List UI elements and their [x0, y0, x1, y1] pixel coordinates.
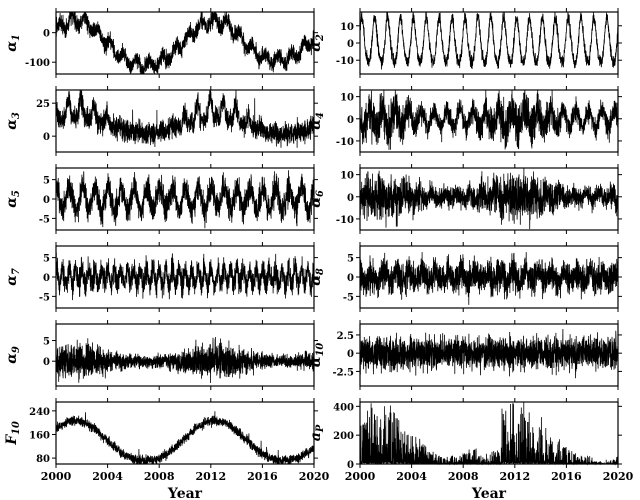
- ytick-label: 10: [340, 171, 354, 182]
- xtick-label: 2012: [499, 470, 530, 483]
- series-alpha8: [360, 252, 618, 305]
- ytick-label: 10: [340, 22, 354, 33]
- ytick-label: -2.5: [332, 367, 354, 378]
- ytick-label: 5: [347, 254, 354, 265]
- series-alpha4: [360, 90, 618, 150]
- ytick-label: 0: [347, 115, 354, 126]
- ytick-label: 25: [36, 99, 50, 110]
- ytick-label: 5: [43, 254, 50, 265]
- series-alpha1: [56, 12, 314, 74]
- series-alpha6: [360, 168, 618, 229]
- ytick-label: 0: [43, 273, 50, 284]
- ytick-label: -5: [39, 214, 50, 225]
- ytick-label: 240: [29, 407, 50, 418]
- xtick-label: 2020: [603, 470, 634, 483]
- ytick-label: 0: [43, 195, 50, 206]
- xlabel: Year: [471, 486, 507, 500]
- series-alpha9: [56, 337, 314, 383]
- series-alpha3: [56, 90, 314, 148]
- xtick-label: 2012: [195, 470, 226, 483]
- ylabel-f10: F10: [4, 421, 22, 446]
- series-alpha10: [360, 329, 618, 378]
- ylabel-alpha7: α7: [4, 268, 22, 286]
- ytick-label: 200: [333, 431, 354, 442]
- ytick-label: 400: [333, 402, 354, 413]
- ylabel-alpha10: α10: [308, 343, 326, 368]
- ylabel-alpha2: α2: [308, 34, 326, 52]
- ylabel-alpha1: α1: [4, 34, 22, 52]
- panel-frame: [56, 402, 314, 464]
- ylabel-ap: aP: [308, 424, 326, 441]
- ylabel-alpha4: α4: [308, 112, 326, 130]
- ylabel-alpha8: α8: [308, 268, 326, 286]
- ytick-label: -5: [39, 292, 50, 303]
- ytick-label: 2.5: [337, 331, 354, 342]
- xtick-label: 2004: [396, 470, 427, 483]
- ytick-label: -10: [336, 137, 354, 148]
- xtick-label: 2000: [345, 470, 376, 483]
- ytick-label: -5: [343, 292, 354, 303]
- ytick-label: 80: [36, 454, 50, 465]
- xtick-label: 2016: [247, 470, 278, 483]
- xlabel: Year: [167, 486, 203, 500]
- ytick-label: -100: [25, 58, 50, 69]
- xtick-label: 2000: [41, 470, 72, 483]
- ytick-label: 0: [43, 357, 50, 368]
- ytick-label: 160: [29, 430, 50, 441]
- ytick-label: 5: [43, 337, 50, 348]
- ytick-label: -10: [336, 215, 354, 226]
- ytick-label: 0: [347, 349, 354, 360]
- xtick-label: 2020: [299, 470, 330, 483]
- series-alpha5: [56, 170, 314, 228]
- panel-frame: [360, 12, 618, 74]
- ytick-label: 0: [347, 39, 354, 50]
- ytick-label: -10: [336, 56, 354, 67]
- series-ap: [360, 402, 618, 464]
- ylabel-alpha9: α9: [4, 346, 22, 364]
- ylabel-alpha5: α5: [4, 190, 22, 208]
- series-f10: [56, 411, 314, 464]
- xtick-label: 2004: [92, 470, 123, 483]
- xtick-label: 2008: [144, 470, 175, 483]
- ytick-label: 0: [43, 29, 50, 40]
- series-alpha7: [56, 253, 314, 300]
- ytick-label: 0: [347, 193, 354, 204]
- xtick-label: 2008: [448, 470, 479, 483]
- timeseries-grid: -1000α1-10010α2025α3-10010α4-505α5-10010…: [0, 0, 640, 500]
- series-alpha2: [360, 12, 618, 70]
- xtick-label: 2016: [551, 470, 582, 483]
- ytick-label: 5: [43, 176, 50, 187]
- ytick-label: 0: [347, 273, 354, 284]
- ytick-label: 10: [340, 93, 354, 104]
- ylabel-alpha3: α3: [4, 112, 22, 130]
- ytick-label: 0: [43, 132, 50, 143]
